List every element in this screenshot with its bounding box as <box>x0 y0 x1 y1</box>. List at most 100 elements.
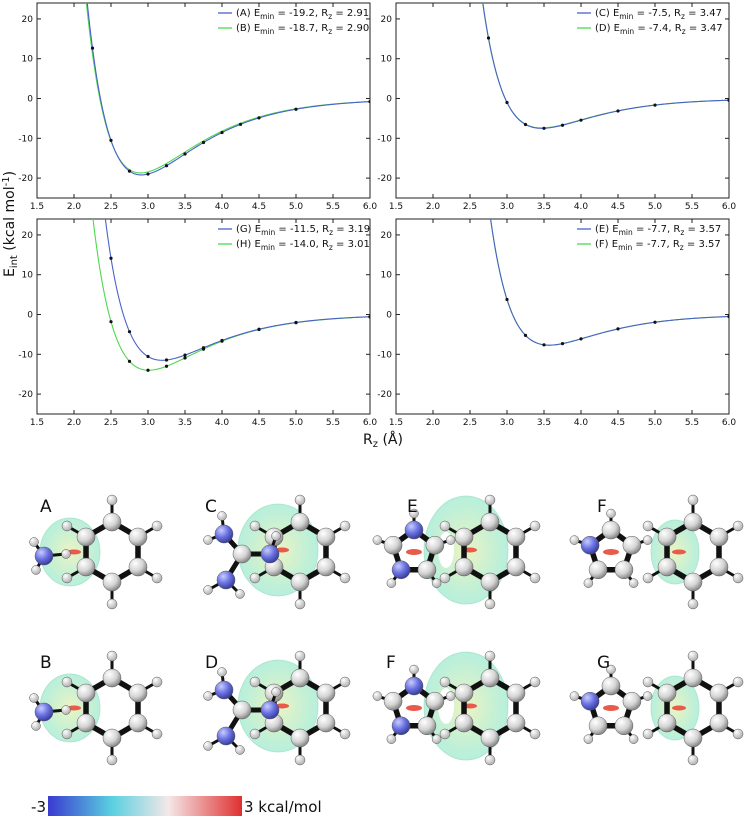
hydrogen-atom <box>583 578 594 588</box>
hydrogen-atom <box>642 572 654 584</box>
x-axis-label: Rz (Å) <box>363 431 403 450</box>
x-tick-label: 5.0 <box>289 418 304 428</box>
hydrogen-atom <box>339 676 351 688</box>
y-axis-label-main: E <box>2 268 18 277</box>
data-point <box>164 364 169 368</box>
chart-panel-0: 1.5 2.0 2.5 3.0 3.5 4.0 4.5 5.0 5.5 6.0 20 10 0 -10 -2… <box>18 2 378 212</box>
data-point <box>109 138 113 142</box>
x-tick-label: 3.5 <box>178 202 192 212</box>
data-point <box>294 107 298 111</box>
x-tick-label: 2.5 <box>463 418 477 428</box>
repulsive-region <box>406 549 422 555</box>
legend-text-part: (F) E <box>595 239 618 250</box>
data-point <box>90 46 95 50</box>
nitrogen-atom <box>260 544 280 564</box>
hydrogen-atom <box>687 494 699 506</box>
x-tick-label: 6.0 <box>363 202 378 212</box>
hydrogen-atom <box>294 494 306 506</box>
series-line-0 <box>490 219 729 346</box>
carbon-atom <box>76 713 96 733</box>
x-tick-label: 4.5 <box>611 202 625 212</box>
legend-entry: (C) Emin = -7.5, Rz = 3.47 <box>595 8 722 21</box>
x-tick-label: 5.5 <box>685 202 699 212</box>
data-point <box>505 100 509 105</box>
data-point <box>616 109 620 113</box>
legend-text-part: = 3.19 <box>333 224 370 235</box>
hydrogen-atom <box>106 494 118 506</box>
x-tick-label: 5.5 <box>685 418 699 428</box>
hydrogen-atom <box>732 676 744 688</box>
hydrogen-atom <box>529 728 541 740</box>
data-point <box>164 358 169 362</box>
colorbar-min-label: -3 <box>31 798 46 816</box>
x-tick-label: 2.0 <box>67 202 82 212</box>
y-tick-label: -20 <box>377 174 392 184</box>
carbon-atom <box>506 713 526 733</box>
molecule-label: A <box>40 497 52 517</box>
chart-panel-3: 1.5 2.0 2.5 3.0 3.5 4.0 4.5 5.0 5.5 6.0 20 10 0 -10 -2… <box>377 218 737 428</box>
y-tick-label: 10 <box>22 55 34 65</box>
hydrogen-atom <box>642 535 653 545</box>
series-line-0 <box>104 219 370 361</box>
x-tick-label: 4.0 <box>215 202 230 212</box>
nitrogen-atom <box>580 691 600 711</box>
carbon-atom <box>316 713 336 733</box>
data-point <box>560 123 565 127</box>
hydrogen-atom <box>445 535 456 545</box>
hydrogen-atom <box>151 676 163 688</box>
carbon-atom <box>709 557 729 577</box>
carbon-atom <box>290 572 310 592</box>
hydrogen-atom <box>294 754 306 766</box>
data-point <box>146 172 150 176</box>
data-point <box>127 359 132 363</box>
hydrogen-atom <box>431 734 442 744</box>
x-tick-label: 1.5 <box>389 418 403 428</box>
hydrogen-atom <box>61 676 73 688</box>
legend-text-part: = -7.7, R <box>633 224 681 235</box>
series-line-1 <box>92 219 370 371</box>
carbon-atom <box>683 668 703 688</box>
legend-text-part: (C) E <box>595 8 619 19</box>
hydrogen-atom <box>529 572 541 584</box>
hydrogen-atom <box>687 598 699 610</box>
x-tick-label: 1.5 <box>30 202 44 212</box>
y-tick-label: -10 <box>18 350 33 360</box>
hydrogen-atom <box>339 572 351 584</box>
legend-text-part: min <box>260 12 274 21</box>
y-tick-label: -10 <box>377 350 392 360</box>
data-point <box>257 327 261 331</box>
data-point <box>368 100 370 104</box>
legend-text-part: (H) E <box>236 239 261 250</box>
x-tick-label: 6.0 <box>722 418 737 428</box>
y-tick-label: 20 <box>22 15 34 25</box>
x-tick-label: 3.0 <box>500 418 515 428</box>
legend-text-part: = -14.0, R <box>275 239 329 250</box>
carbon-atom <box>480 728 500 748</box>
y-axis-label: Eint (kcal mol-1) <box>1 171 20 277</box>
benzene-guanidinium-complex-icon: D <box>203 650 351 766</box>
legend-text-part: (G) E <box>236 224 261 235</box>
legend-text-part: = 2.91 <box>332 8 369 19</box>
carbon-atom <box>657 527 677 547</box>
x-tick-label: 2.5 <box>104 418 118 428</box>
y-tick-label: 0 <box>27 311 33 321</box>
series-line-0 <box>86 3 370 176</box>
hydrogen-atom <box>439 728 451 740</box>
legend-entry: (E) Emin = -7.7, Rz = 3.57 <box>595 224 721 237</box>
x-tick-label: 2.5 <box>463 202 477 212</box>
colorbar: -3 3 kcal/mol <box>31 796 322 816</box>
y-tick-label: 10 <box>22 271 34 281</box>
data-point <box>579 337 583 341</box>
hydrogen-atom <box>484 754 496 766</box>
data-point <box>523 122 528 127</box>
carbon-atom <box>683 512 703 532</box>
hydrogen-atom <box>61 549 71 559</box>
hydrogen-atom <box>642 520 654 532</box>
y-tick-label: 0 <box>27 95 33 105</box>
hydrogen-atom <box>271 531 281 541</box>
carbon-atom <box>709 713 729 733</box>
hydrogen-atom <box>31 565 41 575</box>
carbon-atom <box>454 713 474 733</box>
hydrogen-atom <box>203 585 213 595</box>
